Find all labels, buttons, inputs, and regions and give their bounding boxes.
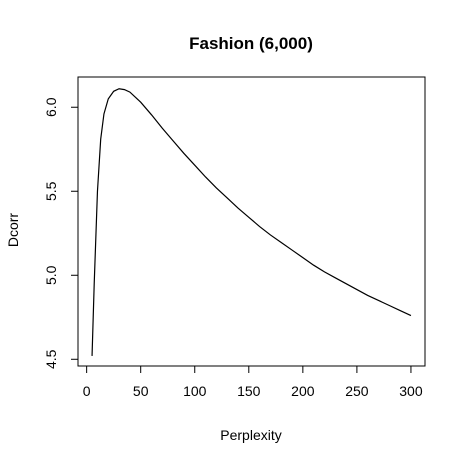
y-tick-label: 5.0	[43, 265, 59, 285]
y-axis-ticks: 4.5 5.0 5.5 6.0	[43, 97, 78, 369]
x-tick-label: 250	[345, 383, 369, 399]
y-tick-label: 5.5	[43, 181, 59, 201]
x-tick-label: 100	[183, 383, 207, 399]
x-tick-label: 200	[291, 383, 315, 399]
x-axis-label: Perplexity	[220, 427, 281, 443]
dcorr-series-line	[91, 88, 412, 356]
x-tick-label: 300	[399, 383, 423, 399]
y-tick-label: 4.5	[43, 349, 59, 369]
x-tick-label: 0	[83, 383, 91, 399]
y-tick-label: 6.0	[43, 97, 59, 117]
y-axis-label: Dcorr	[5, 213, 21, 248]
x-axis-ticks: 0 50 100 150 200 250 300	[83, 366, 423, 399]
x-tick-label: 150	[237, 383, 261, 399]
plot-frame	[77, 76, 426, 367]
x-tick-label: 50	[133, 383, 149, 399]
chart-title: Fashion (6,000)	[189, 34, 313, 53]
